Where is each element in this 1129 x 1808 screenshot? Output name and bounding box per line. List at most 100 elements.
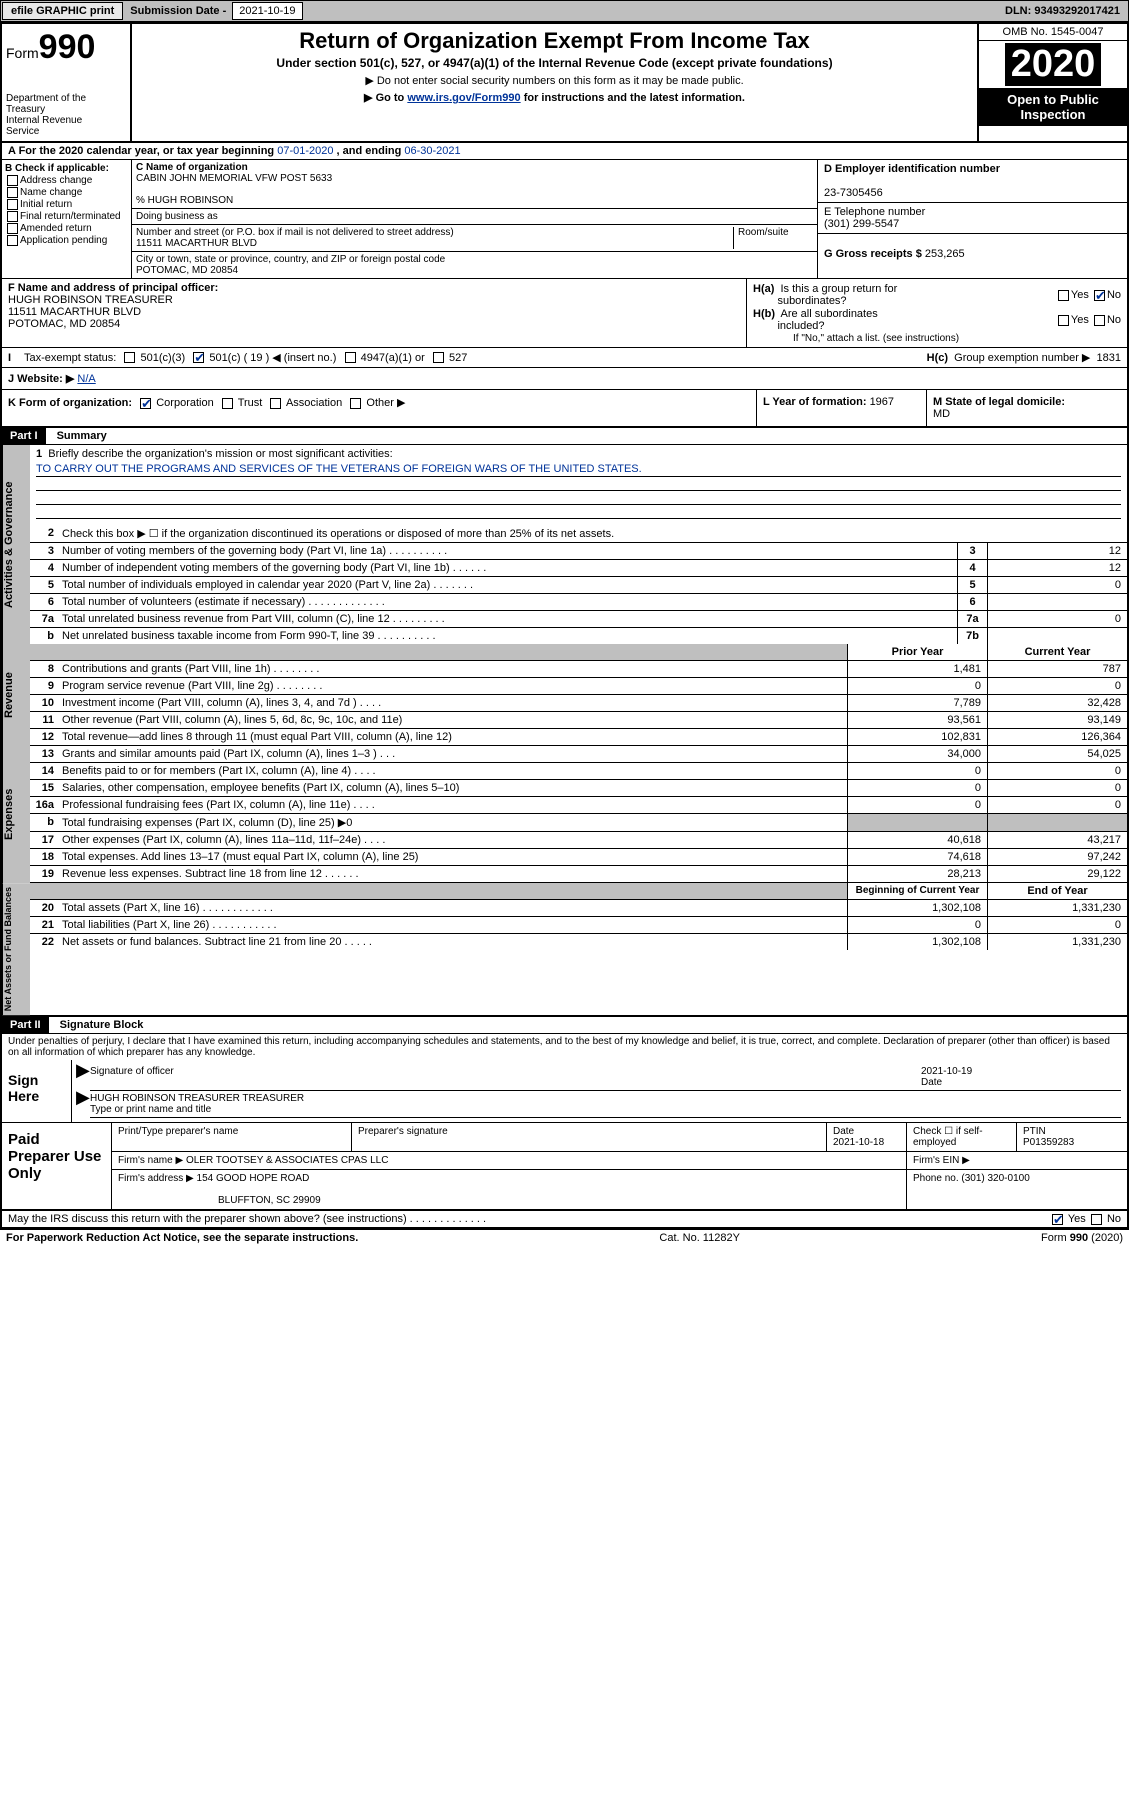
col-end: End of Year	[987, 883, 1127, 900]
discuss-yes[interactable]	[1052, 1214, 1063, 1225]
data-line: 16aProfessional fundraising fees (Part I…	[30, 797, 1127, 814]
paid-preparer-row: Paid Preparer Use Only Print/Type prepar…	[2, 1123, 1127, 1211]
officer-name: HUGH ROBINSON TREASURER TREASURER	[90, 1093, 304, 1104]
gross-receipts: 253,265	[925, 248, 965, 260]
tax-year-range: A For the 2020 calendar year, or tax yea…	[2, 143, 1127, 160]
website-row: J Website: ▶ N/A	[2, 368, 1127, 390]
expenses-section: Expenses 13Grants and similar amounts pa…	[2, 746, 1127, 883]
care-of: % HUGH ROBINSON	[136, 195, 233, 206]
paid-preparer: Paid Preparer Use Only	[2, 1123, 112, 1209]
data-line: 22Net assets or fund balances. Subtract …	[30, 934, 1127, 950]
form-number: 990	[39, 28, 96, 66]
chk-trust[interactable]	[222, 398, 233, 409]
sign-here-row: Sign Here ▶Signature of officer2021-10-1…	[2, 1060, 1127, 1123]
box-b: B Check if applicable: Address change Na…	[2, 160, 132, 278]
section-b-to-g: B Check if applicable: Address change Na…	[2, 160, 1127, 279]
box-m: M State of legal domicile:MD	[927, 390, 1127, 426]
data-line: 21Total liabilities (Part X, line 26) . …	[30, 917, 1127, 934]
data-line: 11Other revenue (Part VIII, column (A), …	[30, 712, 1127, 729]
box-f: F Name and address of principal officer:…	[2, 279, 747, 347]
col-prior: Prior Year	[847, 644, 987, 661]
firm-phone: (301) 320-0100	[961, 1173, 1029, 1184]
gov-line: 5Total number of individuals employed in…	[30, 577, 1127, 594]
chk-app-pending[interactable]	[7, 235, 18, 246]
part1-header: Part I Summary	[2, 428, 1127, 445]
chk-527[interactable]	[433, 352, 444, 363]
col-current: Current Year	[987, 644, 1127, 661]
submission-label: Submission Date -	[124, 3, 232, 19]
subtitle-1: Under section 501(c), 527, or 4947(a)(1)…	[136, 56, 973, 70]
telephone: (301) 299-5547	[824, 218, 899, 230]
data-line: 12Total revenue—add lines 8 through 11 (…	[30, 729, 1127, 746]
website: N/A	[77, 373, 95, 385]
gov-line: 7aTotal unrelated business revenue from …	[30, 611, 1127, 628]
omb: OMB No. 1545-0047	[979, 24, 1127, 41]
data-line: 9Program service revenue (Part VIII, lin…	[30, 678, 1127, 695]
gov-line: 2Check this box ▶ ☐ if the organization …	[30, 525, 1127, 543]
ptin: P01359283	[1023, 1137, 1074, 1148]
hb-no[interactable]	[1094, 315, 1105, 326]
data-line: 10Investment income (Part VIII, column (…	[30, 695, 1127, 712]
chk-assoc[interactable]	[270, 398, 281, 409]
discuss-no[interactable]	[1091, 1214, 1102, 1225]
open-inspection: Open to Public Inspection	[979, 88, 1127, 126]
gov-line: 6Total number of volunteers (estimate if…	[30, 594, 1127, 611]
form990-link[interactable]: www.irs.gov/Form990	[407, 92, 520, 104]
submission-date: 2021-10-19	[232, 2, 302, 20]
ha-yes[interactable]	[1058, 290, 1069, 301]
city-state-zip: POTOMAC, MD 20854	[136, 265, 238, 276]
data-line: 17Other expenses (Part IX, column (A), l…	[30, 832, 1127, 849]
netassets-section: Net Assets or Fund Balances Beginning of…	[2, 883, 1127, 1017]
row-f-h: F Name and address of principal officer:…	[2, 279, 1127, 348]
chk-501c[interactable]	[193, 352, 204, 363]
box-l: L Year of formation: 1967	[757, 390, 927, 426]
street: 11511 MACARTHUR BLVD	[136, 238, 257, 249]
header-right: OMB No. 1545-0047 2020 Open to Public In…	[977, 24, 1127, 141]
side-governance: Activities & Governance	[2, 445, 30, 644]
chk-4947[interactable]	[345, 352, 356, 363]
hb-yes[interactable]	[1058, 315, 1069, 326]
chk-other[interactable]	[350, 398, 361, 409]
data-line: 19Revenue less expenses. Subtract line 1…	[30, 866, 1127, 883]
form-container: Form990 Department of theTreasuryInterna…	[0, 22, 1129, 1229]
tax-year: 2020	[1005, 43, 1102, 86]
data-line: 13Grants and similar amounts paid (Part …	[30, 746, 1127, 763]
mission-text: TO CARRY OUT THE PROGRAMS AND SERVICES O…	[36, 463, 642, 475]
chk-amended[interactable]	[7, 223, 18, 234]
row-k-l-m: K Form of organization: Corporation Trus…	[2, 390, 1127, 428]
part2-header: Part II Signature Block	[2, 1017, 1127, 1034]
data-line: 20Total assets (Part X, line 16) . . . .…	[30, 900, 1127, 917]
firm-name: OLER TOOTSEY & ASSOCIATES CPAS LLC	[186, 1155, 388, 1166]
box-d-e-g: D Employer identification number23-73054…	[817, 160, 1127, 278]
ha-no[interactable]	[1094, 290, 1105, 301]
side-revenue: Revenue	[2, 644, 30, 746]
chk-501c3[interactable]	[124, 352, 135, 363]
perjury-text: Under penalties of perjury, I declare th…	[2, 1034, 1127, 1060]
subtitle-2: ▶ Do not enter social security numbers o…	[136, 74, 973, 87]
data-line: 8Contributions and grants (Part VIII, li…	[30, 661, 1127, 678]
chk-name[interactable]	[7, 187, 18, 198]
dln: DLN: 93493292017421	[997, 3, 1128, 19]
data-line: 18Total expenses. Add lines 13–17 (must …	[30, 849, 1127, 866]
header-center: Return of Organization Exempt From Incom…	[132, 24, 977, 141]
gov-line: bNet unrelated business taxable income f…	[30, 628, 1127, 644]
ein: 23-7305456	[824, 187, 883, 199]
discuss-row: May the IRS discuss this return with the…	[2, 1211, 1127, 1227]
chk-corp[interactable]	[140, 398, 151, 409]
form-word: Form	[6, 45, 39, 61]
chk-address[interactable]	[7, 175, 18, 186]
efile-button[interactable]: efile GRAPHIC print	[2, 2, 123, 20]
sign-here: Sign Here	[2, 1060, 72, 1122]
org-name: CABIN JOHN MEMORIAL VFW POST 5633	[136, 173, 332, 184]
footer: For Paperwork Reduction Act Notice, see …	[0, 1229, 1129, 1246]
data-line: 15Salaries, other compensation, employee…	[30, 780, 1127, 797]
subtitle-3: ▶ Go to www.irs.gov/Form990 for instruct…	[136, 91, 973, 104]
chk-final[interactable]	[7, 211, 18, 222]
chk-initial[interactable]	[7, 199, 18, 210]
gov-line: 3Number of voting members of the governi…	[30, 543, 1127, 560]
group-exemption: 1831	[1097, 352, 1121, 364]
box-h: H(a) Is this a group return for subordin…	[747, 279, 1127, 347]
governance-section: Activities & Governance 1 1 Briefly desc…	[2, 445, 1127, 644]
gov-line: 4Number of independent voting members of…	[30, 560, 1127, 577]
data-line: 14Benefits paid to or for members (Part …	[30, 763, 1127, 780]
